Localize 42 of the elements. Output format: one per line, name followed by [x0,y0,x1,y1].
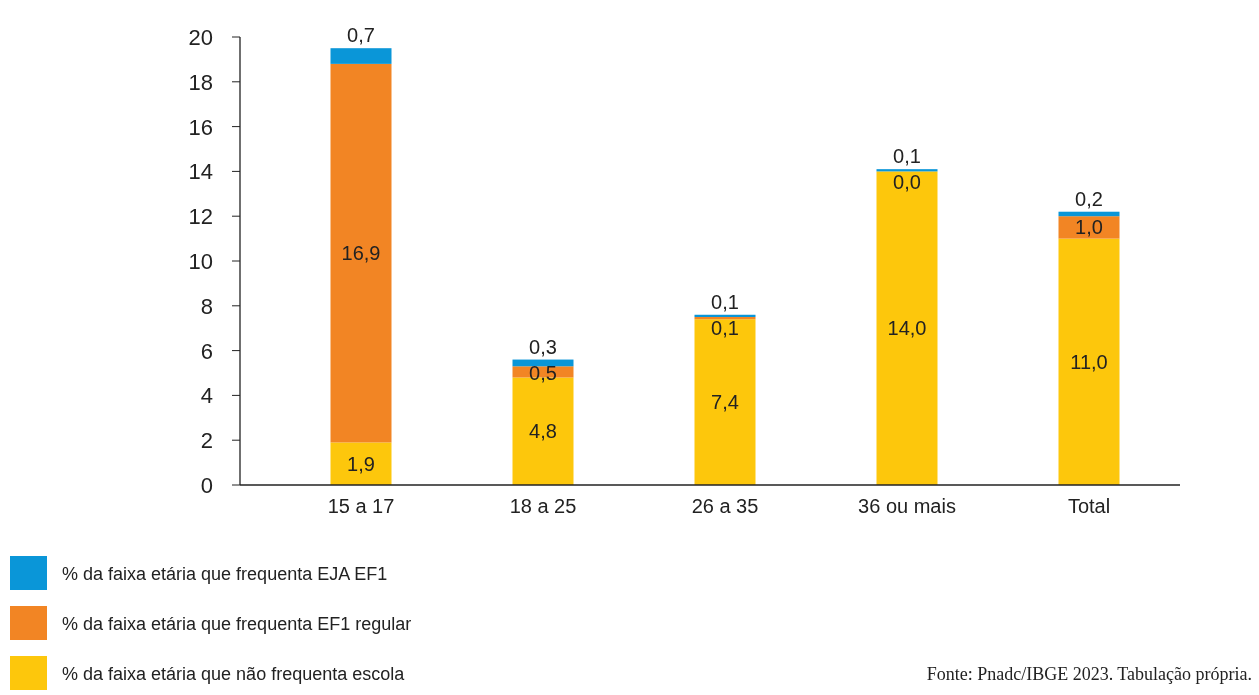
legend-label: % da faixa etária que frequenta EJA EF1 [62,564,388,584]
legend-label: % da faixa etária que frequenta EF1 regular [62,614,412,634]
y-tick-label: 12 [188,204,213,230]
x-tick-label: 15 a 17 [327,495,395,517]
x-tick-label: 26 a 35 [691,495,759,517]
data-label: 14,0 [887,317,927,340]
y-tick-label: 16 [188,114,213,140]
bar [694,319,756,485]
data-label: 0,3 [529,335,557,358]
data-label: 11,0 [1070,350,1108,373]
data-label: 1,9 [347,452,375,475]
source-note: Fonte: Pnadc/IBGE 2023. Tabulação própria. [926,664,1252,684]
legend-label: % da faixa etária que não frequenta escola [62,664,406,684]
data-label: 16,9 [341,242,381,265]
data-label: 0,1 [893,145,921,168]
y-tick-label: 0 [200,473,213,498]
bar [1058,216,1120,239]
bar [330,63,392,443]
data-label: 0,5 [529,361,557,384]
x-tick-label: 36 ou mais [858,495,956,517]
y-tick-label: 6 [200,338,213,364]
data-label: 0,0 [893,171,921,194]
y-tick-label: 8 [200,293,213,319]
data-label: 4,8 [529,420,557,443]
bar [330,48,392,64]
x-tick-label: Total [1067,495,1111,517]
y-tick-label: 4 [200,383,213,409]
y-tick-label: 14 [188,159,213,185]
data-label: 1,0 [1075,216,1103,239]
x-tick-label: 18 a 25 [509,495,577,517]
data-label: 0,1 [711,290,739,313]
y-tick-label: 10 [188,249,213,274]
bar [330,442,392,485]
bar [1058,238,1120,485]
y-tick-label: 20 [188,25,213,50]
y-tick-label: 2 [200,428,213,454]
bar [876,171,938,485]
y-tick-label: 18 [188,69,213,95]
data-label: 0,2 [1075,187,1103,210]
data-label: 7,4 [711,391,739,414]
data-label: 0,1 [711,316,739,339]
data-label: 0,7 [347,24,375,47]
